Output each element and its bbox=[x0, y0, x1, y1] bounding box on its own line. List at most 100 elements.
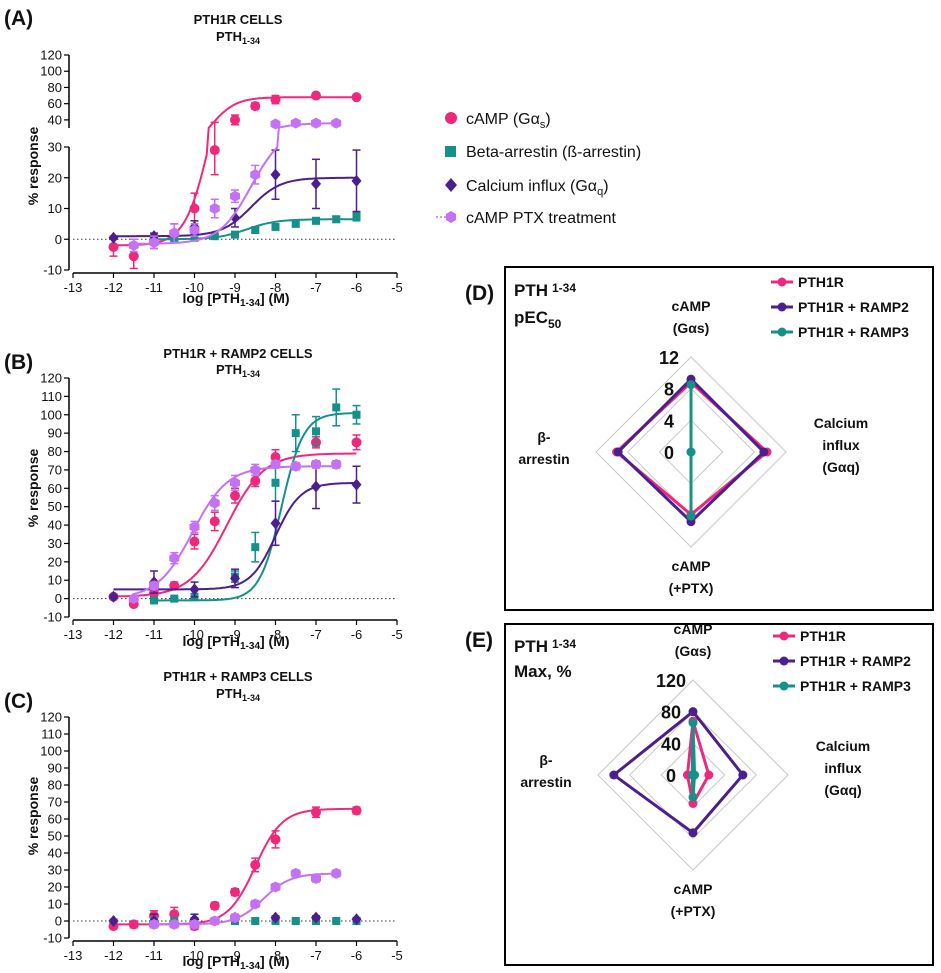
radar-grid-ring bbox=[628, 710, 758, 840]
data-point bbox=[169, 909, 180, 920]
y-tick-label: 80 bbox=[48, 80, 62, 95]
data-point bbox=[290, 867, 301, 879]
data-point bbox=[251, 917, 260, 925]
fit-curve bbox=[154, 872, 337, 926]
legend-item-beta-arrestin: Beta-arrestin (ß-arrestin) bbox=[445, 144, 641, 161]
radar-title-d: PTH 1-34 pEC50 bbox=[514, 281, 576, 331]
data-point bbox=[270, 834, 281, 845]
y-tick-label: 80 bbox=[48, 778, 62, 793]
y-tick-label: 70 bbox=[48, 795, 62, 810]
x-tick-label: -9 bbox=[229, 280, 241, 295]
x-tick-label: -6 bbox=[351, 948, 363, 963]
legend-label-ptx: cAMP PTX treatment bbox=[466, 210, 617, 227]
data-point bbox=[108, 241, 119, 252]
data-point bbox=[169, 580, 180, 591]
panel-label-b: (B) bbox=[4, 351, 33, 374]
radar-grid-ring bbox=[595, 356, 787, 548]
fit-curve bbox=[113, 807, 357, 926]
radar-axis-label: cAMP (Gαs) bbox=[674, 621, 713, 659]
data-point bbox=[250, 475, 261, 486]
data-point bbox=[128, 251, 139, 262]
legend-marker-camp bbox=[445, 112, 457, 124]
y-tick-label: 10 bbox=[48, 573, 62, 588]
data-point bbox=[108, 231, 119, 244]
data-point bbox=[311, 458, 321, 470]
legend-item-calcium: Calcium influx (Gαq) bbox=[445, 178, 609, 198]
radar-axis-label: cAMP (+PTX) bbox=[669, 558, 714, 596]
radar-polygon bbox=[685, 720, 711, 808]
x-tick-label: -11 bbox=[145, 948, 163, 963]
y-axis-label-c: % response bbox=[25, 776, 41, 855]
y-tick-label: 40 bbox=[48, 846, 62, 861]
data-point bbox=[311, 911, 321, 924]
y-tick-label: 90 bbox=[48, 426, 62, 441]
data-point bbox=[291, 917, 300, 925]
radar-vertex bbox=[688, 799, 698, 808]
data-point bbox=[250, 898, 261, 910]
radar-series bbox=[687, 718, 700, 802]
radar-vertex bbox=[688, 792, 698, 802]
data-point bbox=[311, 807, 321, 818]
y-tick-label: -10 bbox=[43, 931, 62, 946]
y-tick-label: 60 bbox=[48, 96, 62, 111]
y-tick-label: 50 bbox=[48, 499, 62, 514]
chart-title-a: PTH1R CELLS PTH1-34 bbox=[194, 12, 283, 46]
x-tick-label: -10 bbox=[185, 280, 204, 295]
data-point bbox=[169, 552, 180, 564]
data-point bbox=[209, 915, 220, 927]
radar-title-e-line2: Max, % bbox=[514, 662, 572, 681]
data-point bbox=[189, 521, 200, 533]
x-tick-label: -5 bbox=[391, 627, 403, 642]
data-point bbox=[312, 216, 320, 225]
data-point bbox=[351, 913, 362, 926]
y-tick-label: 120 bbox=[40, 48, 62, 63]
y-tick-label: 10 bbox=[48, 897, 62, 912]
y-tick-label: -10 bbox=[43, 610, 62, 625]
data-point bbox=[311, 90, 321, 101]
y-tick-label: 120 bbox=[40, 710, 62, 725]
radar-axis-label: β-arrestin bbox=[520, 752, 571, 790]
radar-box-d bbox=[504, 266, 934, 611]
x-tick-label: -10 bbox=[185, 627, 204, 642]
data-point bbox=[250, 101, 261, 112]
data-point bbox=[149, 236, 159, 248]
series-circle bbox=[108, 90, 362, 270]
data-point bbox=[270, 517, 281, 530]
data-point bbox=[251, 226, 260, 235]
radar-legend-label: PTH1R + RAMP2 bbox=[798, 299, 909, 315]
x-tick-label: -11 bbox=[145, 627, 163, 642]
x-tick-label: -5 bbox=[391, 280, 403, 295]
data-point bbox=[331, 117, 342, 129]
y-tick-label: 50 bbox=[48, 829, 62, 844]
radar-legend-label: PTH1R bbox=[798, 274, 844, 290]
y-tick-label: 30 bbox=[48, 536, 62, 551]
radar-vertex bbox=[686, 447, 696, 457]
radar-tick-label: 4 bbox=[664, 411, 674, 431]
legend-item-camp: cAMP (Gαs) bbox=[445, 111, 551, 131]
radar-legend-marker bbox=[777, 302, 787, 312]
y-tick-label: 30 bbox=[48, 863, 62, 878]
legend-main: cAMP (Gαs) Beta-arrestin (ß-arrestin) Ca… bbox=[436, 111, 641, 227]
legend-item-ptx: cAMP PTX treatment bbox=[436, 210, 617, 227]
legend-marker-ptx bbox=[446, 211, 456, 223]
radar-tick-label: 0 bbox=[666, 766, 676, 786]
radar-vertex bbox=[688, 718, 698, 728]
data-point bbox=[270, 911, 281, 924]
y-tick-label: 100 bbox=[40, 744, 62, 759]
radar-title-e-line1: PTH 1-34 bbox=[514, 637, 576, 656]
radar-axis-label: β-arrestin bbox=[518, 429, 569, 467]
data-point bbox=[290, 117, 301, 129]
legend-marker-beta-arrestin bbox=[445, 146, 456, 157]
data-point bbox=[332, 403, 341, 412]
x-tick-label: -5 bbox=[391, 948, 403, 963]
radar-vertex bbox=[759, 447, 769, 457]
y-tick-label: 20 bbox=[48, 554, 62, 569]
y-tick-label: -10 bbox=[43, 263, 62, 278]
y-tick-label: 40 bbox=[48, 518, 62, 533]
data-point bbox=[189, 224, 200, 236]
chart-title-a-main: PTH1R CELLS bbox=[194, 12, 283, 27]
data-point bbox=[128, 239, 139, 251]
data-point bbox=[170, 594, 179, 603]
radar-tick-label: 8 bbox=[664, 380, 674, 400]
chart-title-c-main: PTH1R + RAMP3 CELLS bbox=[163, 669, 312, 684]
